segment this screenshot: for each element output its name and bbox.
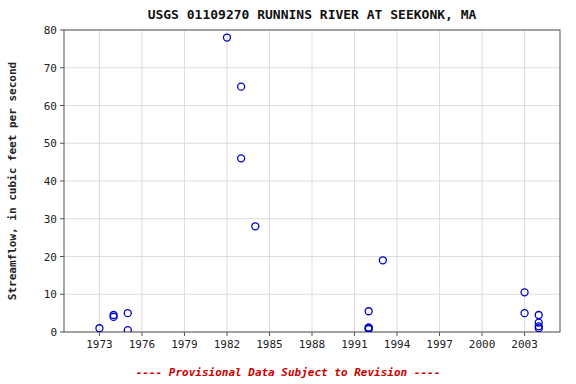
x-tick [226, 332, 227, 336]
y-tick-label: 20 [44, 251, 57, 264]
grid-line [64, 181, 560, 182]
point [96, 325, 103, 332]
grid-line [64, 143, 560, 144]
grid-line [64, 256, 560, 257]
x-tick [312, 332, 313, 336]
y-tick [60, 332, 64, 333]
point [124, 327, 131, 332]
y-tick-label: 60 [44, 100, 57, 113]
x-tick [482, 332, 483, 336]
y-tick-label: 30 [44, 213, 57, 226]
grid-line [64, 294, 560, 295]
x-tick [99, 332, 100, 336]
x-tick-label: 1973 [86, 338, 113, 351]
y-tick-label: 50 [44, 137, 57, 150]
x-tick-label: 2003 [511, 338, 538, 351]
axes: 1973 1976 1979 1982 1985 1988 1991 1994 1997 2000… [44, 24, 538, 351]
x-tick-label: 1994 [384, 338, 411, 351]
point [238, 155, 245, 162]
x-tick [354, 332, 355, 336]
y-tick [60, 181, 64, 182]
y-tick [60, 30, 64, 31]
y-tick-label: 70 [44, 62, 57, 75]
y-tick [60, 256, 64, 257]
point [252, 223, 259, 230]
x-tick-label: 1988 [299, 338, 326, 351]
x-tick [397, 332, 398, 336]
grid-line [64, 67, 560, 68]
grid-line [64, 218, 560, 219]
y-tick [60, 67, 64, 68]
point [379, 257, 386, 264]
x-tick [184, 332, 185, 336]
x-tick-label: 1991 [341, 338, 368, 351]
point [365, 325, 372, 332]
point [223, 34, 230, 41]
y-tick-label: 0 [50, 326, 57, 339]
x-tick [439, 332, 440, 336]
point [535, 325, 542, 332]
point [535, 312, 542, 319]
x-tick [524, 332, 525, 336]
point [365, 325, 372, 332]
points [96, 34, 542, 332]
y-tick [60, 105, 64, 106]
x-tick-label: 1982 [214, 338, 241, 351]
x-tick-label: 1985 [256, 338, 283, 351]
x-tick-label: 1997 [426, 338, 453, 351]
plot-frame [64, 30, 560, 332]
point [521, 310, 528, 317]
y-tick-label: 80 [44, 24, 57, 37]
grid [64, 30, 560, 332]
y-tick [60, 294, 64, 295]
chart: 1973 1976 1979 1982 1985 1988 1991 1994 1997 2000… [0, 0, 576, 384]
x-tick-label: 2000 [469, 338, 496, 351]
title: USGS 01109270 RUNNINS RIVER AT SEEKONK, … [148, 7, 477, 22]
point [238, 83, 245, 90]
point [124, 310, 131, 317]
point [365, 308, 372, 315]
footnote: ---- Provisional Data Subject to Revisio… [136, 366, 441, 379]
y-tick-label: 40 [44, 175, 57, 188]
y-tick-label: 10 [44, 288, 57, 301]
point [110, 313, 117, 320]
x-tick-label: 1979 [171, 338, 198, 351]
x-tick [141, 332, 142, 336]
y-tick [60, 218, 64, 219]
point [521, 289, 528, 296]
grid-line [64, 105, 560, 106]
x-tick-label: 1976 [129, 338, 156, 351]
y-axis-label: Streamflow, in cubic feet per second [6, 62, 19, 300]
x-tick [269, 332, 270, 336]
y-tick [60, 143, 64, 144]
